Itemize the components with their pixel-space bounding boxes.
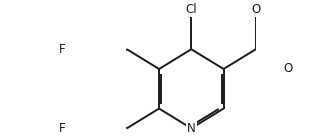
Text: N: N: [187, 122, 196, 135]
Text: O: O: [251, 3, 260, 16]
Text: F: F: [59, 122, 66, 135]
Text: Cl: Cl: [185, 3, 197, 16]
Text: O: O: [283, 63, 293, 75]
Text: F: F: [59, 43, 66, 56]
